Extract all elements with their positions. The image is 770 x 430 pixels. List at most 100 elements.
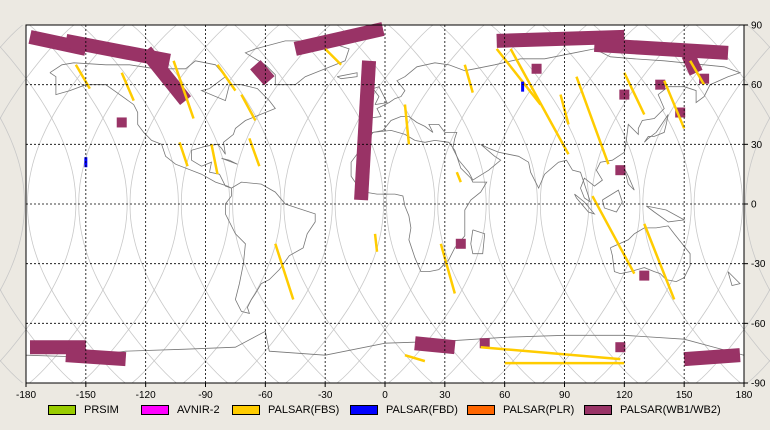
legend-item-palsar-fbs: PALSAR(FBS) <box>232 401 339 419</box>
orbit-track <box>539 24 639 384</box>
coastline <box>623 168 635 191</box>
wb-swath <box>496 29 625 48</box>
fbs-track <box>689 60 706 86</box>
lon-tick-label: 150 <box>676 390 693 401</box>
wb-swath <box>414 336 456 355</box>
palsar-wb-coverage <box>28 22 741 367</box>
lon-tick-label: 0 <box>382 390 388 401</box>
wb-patch <box>699 73 710 84</box>
wb-swath <box>354 60 377 201</box>
lat-tick-label: 60 <box>751 80 763 91</box>
fbs-track <box>439 243 457 294</box>
fbs-track <box>120 72 135 102</box>
wb-patch <box>675 107 686 118</box>
wb-swath <box>683 348 741 367</box>
lon-tick-label: 30 <box>439 390 451 401</box>
legend-item-palsar-plr: PALSAR(PLR) <box>467 401 574 419</box>
orbit-track <box>0 24 75 384</box>
legend-swatch-prism <box>48 405 76 415</box>
coastline <box>25 330 745 358</box>
coastline <box>336 72 358 80</box>
coastlines <box>25 40 745 358</box>
fbs-track <box>324 47 343 66</box>
coastline <box>221 157 238 165</box>
coastline <box>470 229 486 255</box>
legend-label-palsar-fbd: PALSAR(FBD) <box>386 404 458 416</box>
fbs-track <box>643 223 676 300</box>
fbs-track <box>455 171 462 183</box>
fbs-track <box>463 64 474 93</box>
fbs-track <box>210 144 219 175</box>
fbs-track <box>575 76 610 165</box>
wb-patch <box>531 63 542 74</box>
lat-tick-label: 30 <box>751 140 763 151</box>
fbs-track <box>404 353 426 363</box>
legend-swatch-palsar-fbs <box>232 405 260 415</box>
coastline <box>727 271 741 286</box>
wb-swath <box>594 37 729 60</box>
lat-tick-label: 90 <box>751 21 763 32</box>
fbs-track <box>403 104 411 145</box>
lon-tick-label: -150 <box>76 390 96 401</box>
wb-patch <box>116 117 127 128</box>
orbit-track <box>131 24 231 384</box>
lat-tick-label: -30 <box>751 259 766 270</box>
longitude-tick-labels: -180 -150 -120 -90 -60 -30 0 30 60 90 120 150 180 <box>16 383 753 401</box>
lon-tick-label: -60 <box>258 390 273 401</box>
legend-label-palsar-wb: PALSAR(WB1/WB2) <box>620 404 721 416</box>
fbs-track <box>178 141 189 167</box>
legend-label-avnir: AVNIR-2 <box>177 404 220 416</box>
coastline <box>372 86 388 105</box>
wb-swath <box>293 22 385 56</box>
legend-item-palsar-wb: PALSAR(WB1/WB2) <box>584 401 721 419</box>
coastline <box>602 189 623 213</box>
fbs-track <box>509 48 570 155</box>
fbs-track <box>495 48 542 106</box>
legend-swatch-avnir <box>141 405 169 415</box>
lon-tick-label: -180 <box>16 390 36 401</box>
fbd-mark <box>521 81 525 92</box>
orbit-track <box>0 116 26 292</box>
lat-tick-label: -60 <box>751 319 766 330</box>
lat-tick-label: -90 <box>751 379 766 390</box>
legend-swatch-palsar-fbd <box>350 405 378 415</box>
coastline <box>225 181 316 314</box>
legend-swatch-palsar-wb <box>584 405 612 415</box>
fbs-track <box>591 195 636 275</box>
lon-tick-label: -90 <box>198 390 213 401</box>
orbit-track <box>439 24 538 384</box>
orbit-track <box>0 24 23 384</box>
wb-swath <box>250 60 275 86</box>
fbs-track <box>480 345 621 361</box>
lon-tick-label: 180 <box>736 390 753 401</box>
coastline <box>574 193 596 215</box>
fbs-track <box>663 80 686 129</box>
legend-label-palsar-fbs: PALSAR(FBS) <box>268 404 340 416</box>
fbs-track <box>216 64 237 92</box>
coastline <box>350 129 488 272</box>
coastline <box>364 48 742 203</box>
map-background <box>26 25 744 383</box>
lon-tick-label: 60 <box>499 390 511 401</box>
lon-tick-label: 90 <box>559 390 571 401</box>
wb-patch <box>455 238 466 249</box>
fbs-track <box>172 60 195 119</box>
wb-patch <box>639 270 650 281</box>
legend: PRSIM AVNIR-2 PALSAR(FBS) PALSAR(FBD) PA… <box>0 401 770 419</box>
fbs-track <box>248 137 261 167</box>
legend-swatch-palsar-plr <box>467 405 495 415</box>
wb-patch <box>479 338 490 349</box>
wb-swath <box>140 46 192 105</box>
fbs-track <box>274 243 295 300</box>
lat-tick-label: 0 <box>751 200 757 211</box>
palsar-fbs-coverage <box>74 47 706 365</box>
wb-patch <box>655 79 666 90</box>
latitude-tick-labels: 90 60 30 0 -30 -60 -90 <box>744 21 766 390</box>
fbs-track <box>623 72 646 116</box>
lon-tick-label: -120 <box>136 390 156 401</box>
wb-swath <box>65 348 127 367</box>
fbs-track <box>373 233 379 252</box>
coastline <box>646 205 686 223</box>
lon-tick-label: 120 <box>616 390 633 401</box>
